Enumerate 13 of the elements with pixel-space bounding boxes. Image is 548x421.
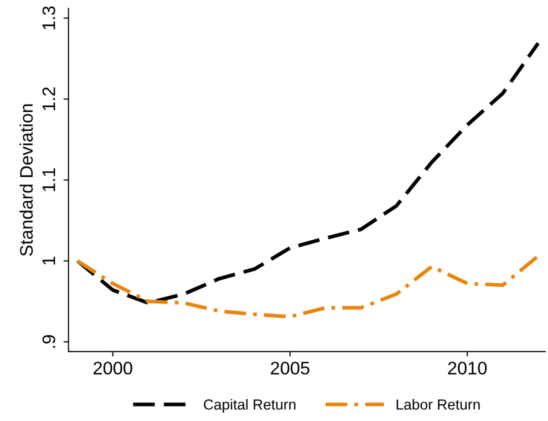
y-tick-label: 1.1 — [42, 168, 56, 192]
legend-label: Labor Return — [396, 398, 480, 410]
x-tick-label: 2010 — [448, 362, 487, 375]
y-axis-title: Standard Deviation — [20, 104, 33, 256]
legend-label: Capital Return — [204, 398, 296, 413]
line-series — [76, 254, 540, 319]
y-tick-label: 1.3 — [42, 6, 56, 30]
y-tick-label: 1 — [42, 256, 56, 265]
x-tick-label: 2005 — [270, 362, 310, 375]
y-tick-label: 1.2 — [42, 87, 56, 110]
line-series — [76, 41, 540, 305]
y-tick-label: .9 — [42, 335, 56, 348]
x-tick-label: 2000 — [94, 362, 132, 375]
